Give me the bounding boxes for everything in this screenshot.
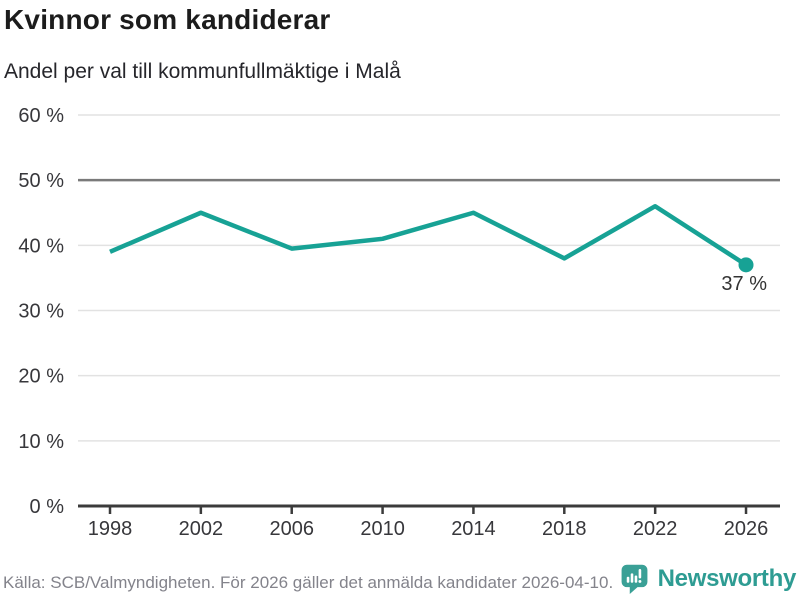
svg-text:30 %: 30 % <box>18 301 64 323</box>
svg-text:40 %: 40 % <box>18 235 64 257</box>
svg-text:1998: 1998 <box>88 518 133 540</box>
svg-text:60 %: 60 % <box>18 105 64 127</box>
svg-text:2002: 2002 <box>179 518 224 540</box>
svg-text:2014: 2014 <box>451 518 496 540</box>
svg-text:50 %: 50 % <box>18 170 64 192</box>
source-note: Källa: SCB/Valmyndigheten. För 2026 gäll… <box>3 573 614 592</box>
chart-title: Kvinnor som kandiderar <box>4 4 331 35</box>
chart-subtitle: Andel per val till kommunfullmäktige i M… <box>4 60 401 83</box>
newsworthy-wordmark: Newsworthy <box>657 564 797 592</box>
svg-text:37 %: 37 % <box>721 273 767 295</box>
newsworthy-logo: Newsworthy <box>619 563 796 594</box>
svg-text:10 %: 10 % <box>18 431 64 453</box>
svg-text:0 %: 0 % <box>30 496 65 518</box>
svg-text:20 %: 20 % <box>18 366 64 388</box>
svg-text:2010: 2010 <box>360 518 405 540</box>
svg-text:2026: 2026 <box>724 518 769 540</box>
footer: Källa: SCB/Valmyndigheten. För 2026 gäll… <box>0 560 800 600</box>
newsworthy-speech-bubble-chart-icon <box>619 563 650 594</box>
line-chart: 0 % 10 % 20 % 30 % 40 % 50 % 60 % 1998 2002 2006 2… <box>18 105 780 540</box>
svg-text:2006: 2006 <box>269 518 314 540</box>
svg-text:2022: 2022 <box>633 518 678 540</box>
svg-text:2018: 2018 <box>542 518 587 540</box>
